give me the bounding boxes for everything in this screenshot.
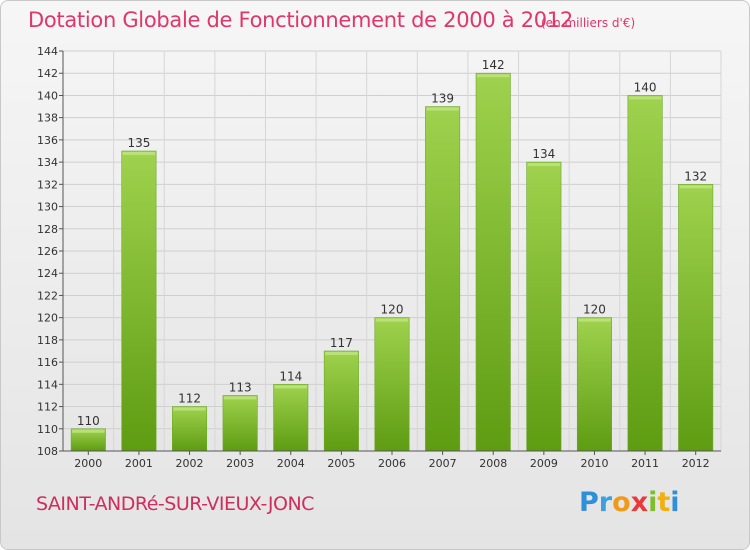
y-tick-label: 122 — [37, 289, 58, 302]
y-tick-label: 110 — [37, 423, 58, 436]
chart-title: Dotation Globale de Fonctionnement de 20… — [28, 8, 573, 32]
data-label: 114 — [279, 369, 302, 383]
logo-letter: i — [670, 487, 680, 518]
bar — [323, 350, 359, 452]
y-tick-label: 120 — [37, 312, 58, 325]
bar-highlight — [72, 429, 105, 433]
y-tick-label: 108 — [37, 445, 58, 458]
y-tick-label: 114 — [37, 378, 58, 391]
bar-highlight — [426, 107, 459, 111]
bar-highlight — [122, 152, 156, 155]
x-tick-label: 2008 — [479, 457, 507, 470]
y-tick-label: 118 — [37, 334, 58, 347]
bar — [576, 317, 612, 452]
bar-highlight — [173, 407, 206, 411]
logo-letter: x — [630, 487, 649, 518]
data-label: 120 — [381, 303, 404, 317]
proxiti-logo: Proxiti — [579, 487, 680, 518]
chart-subtitle: (en milliers d'€) — [541, 16, 636, 30]
y-tick-label: 132 — [37, 178, 58, 191]
x-tick-label: 2010 — [580, 457, 608, 470]
y-tick-label: 116 — [37, 356, 58, 369]
data-label: 142 — [482, 58, 505, 72]
x-tick-label: 2007 — [429, 457, 457, 470]
x-tick-label: 2011 — [631, 457, 659, 470]
logo-letter: P — [579, 487, 599, 518]
bar — [172, 406, 208, 452]
bar — [475, 72, 511, 452]
bar — [273, 384, 309, 452]
bar-highlight — [679, 185, 712, 189]
y-tick-label: 134 — [37, 156, 58, 169]
data-label: 117 — [330, 336, 353, 350]
bar — [425, 106, 461, 452]
data-label: 110 — [77, 414, 100, 428]
bar — [526, 161, 562, 452]
bar — [627, 95, 663, 452]
commune-name: SAINT-ANDRé-SUR-VIEUX-JONC — [36, 493, 314, 515]
logo-letter: r — [598, 487, 613, 518]
bar — [678, 184, 714, 452]
bar-highlight — [325, 352, 358, 355]
y-tick-label: 136 — [37, 134, 58, 147]
y-tick-label: 126 — [37, 245, 58, 258]
y-tick-label: 142 — [37, 67, 58, 80]
data-label: 120 — [583, 303, 606, 317]
y-tick-label: 130 — [37, 201, 58, 214]
bar — [222, 395, 258, 452]
data-label: 140 — [634, 80, 657, 94]
bars-layer — [70, 72, 714, 452]
y-tick-label: 112 — [37, 401, 58, 414]
y-tick-label: 138 — [37, 112, 58, 125]
logo-letter: t — [657, 487, 671, 518]
x-tick-label: 2012 — [682, 457, 710, 470]
x-tick-label: 2002 — [176, 457, 204, 470]
bar-highlight — [274, 385, 307, 389]
bar-highlight — [527, 163, 561, 167]
y-tick-label: 128 — [37, 223, 58, 236]
data-label: 113 — [229, 380, 252, 394]
axis-layer: 108 110 112 114 116 118 120 122 124 126 128 130 132 1… — [37, 45, 721, 470]
x-tick-label: 2003 — [226, 457, 254, 470]
bar-highlight — [375, 318, 409, 322]
x-tick-label: 2005 — [327, 457, 355, 470]
data-label: 139 — [431, 92, 454, 106]
bar-highlight — [578, 318, 611, 322]
x-tick-label: 2006 — [378, 457, 406, 470]
x-tick-label: 2000 — [74, 457, 102, 470]
x-tick-label: 2001 — [125, 457, 153, 470]
bar-highlight — [628, 96, 662, 100]
data-label: 132 — [684, 169, 707, 183]
logo-letter: o — [612, 487, 631, 518]
logo-letter: i — [648, 487, 658, 518]
bar — [121, 150, 157, 452]
x-tick-label: 2004 — [277, 457, 305, 470]
bar — [374, 317, 410, 452]
bar-highlight — [223, 396, 257, 400]
y-tick-label: 144 — [37, 45, 58, 58]
y-tick-label: 124 — [37, 267, 58, 280]
data-label: 112 — [178, 392, 201, 406]
x-tick-label: 2009 — [530, 457, 558, 470]
y-tick-label: 140 — [37, 89, 58, 102]
data-label: 134 — [532, 147, 555, 161]
data-label: 135 — [127, 136, 150, 150]
bar-highlight — [477, 74, 510, 78]
